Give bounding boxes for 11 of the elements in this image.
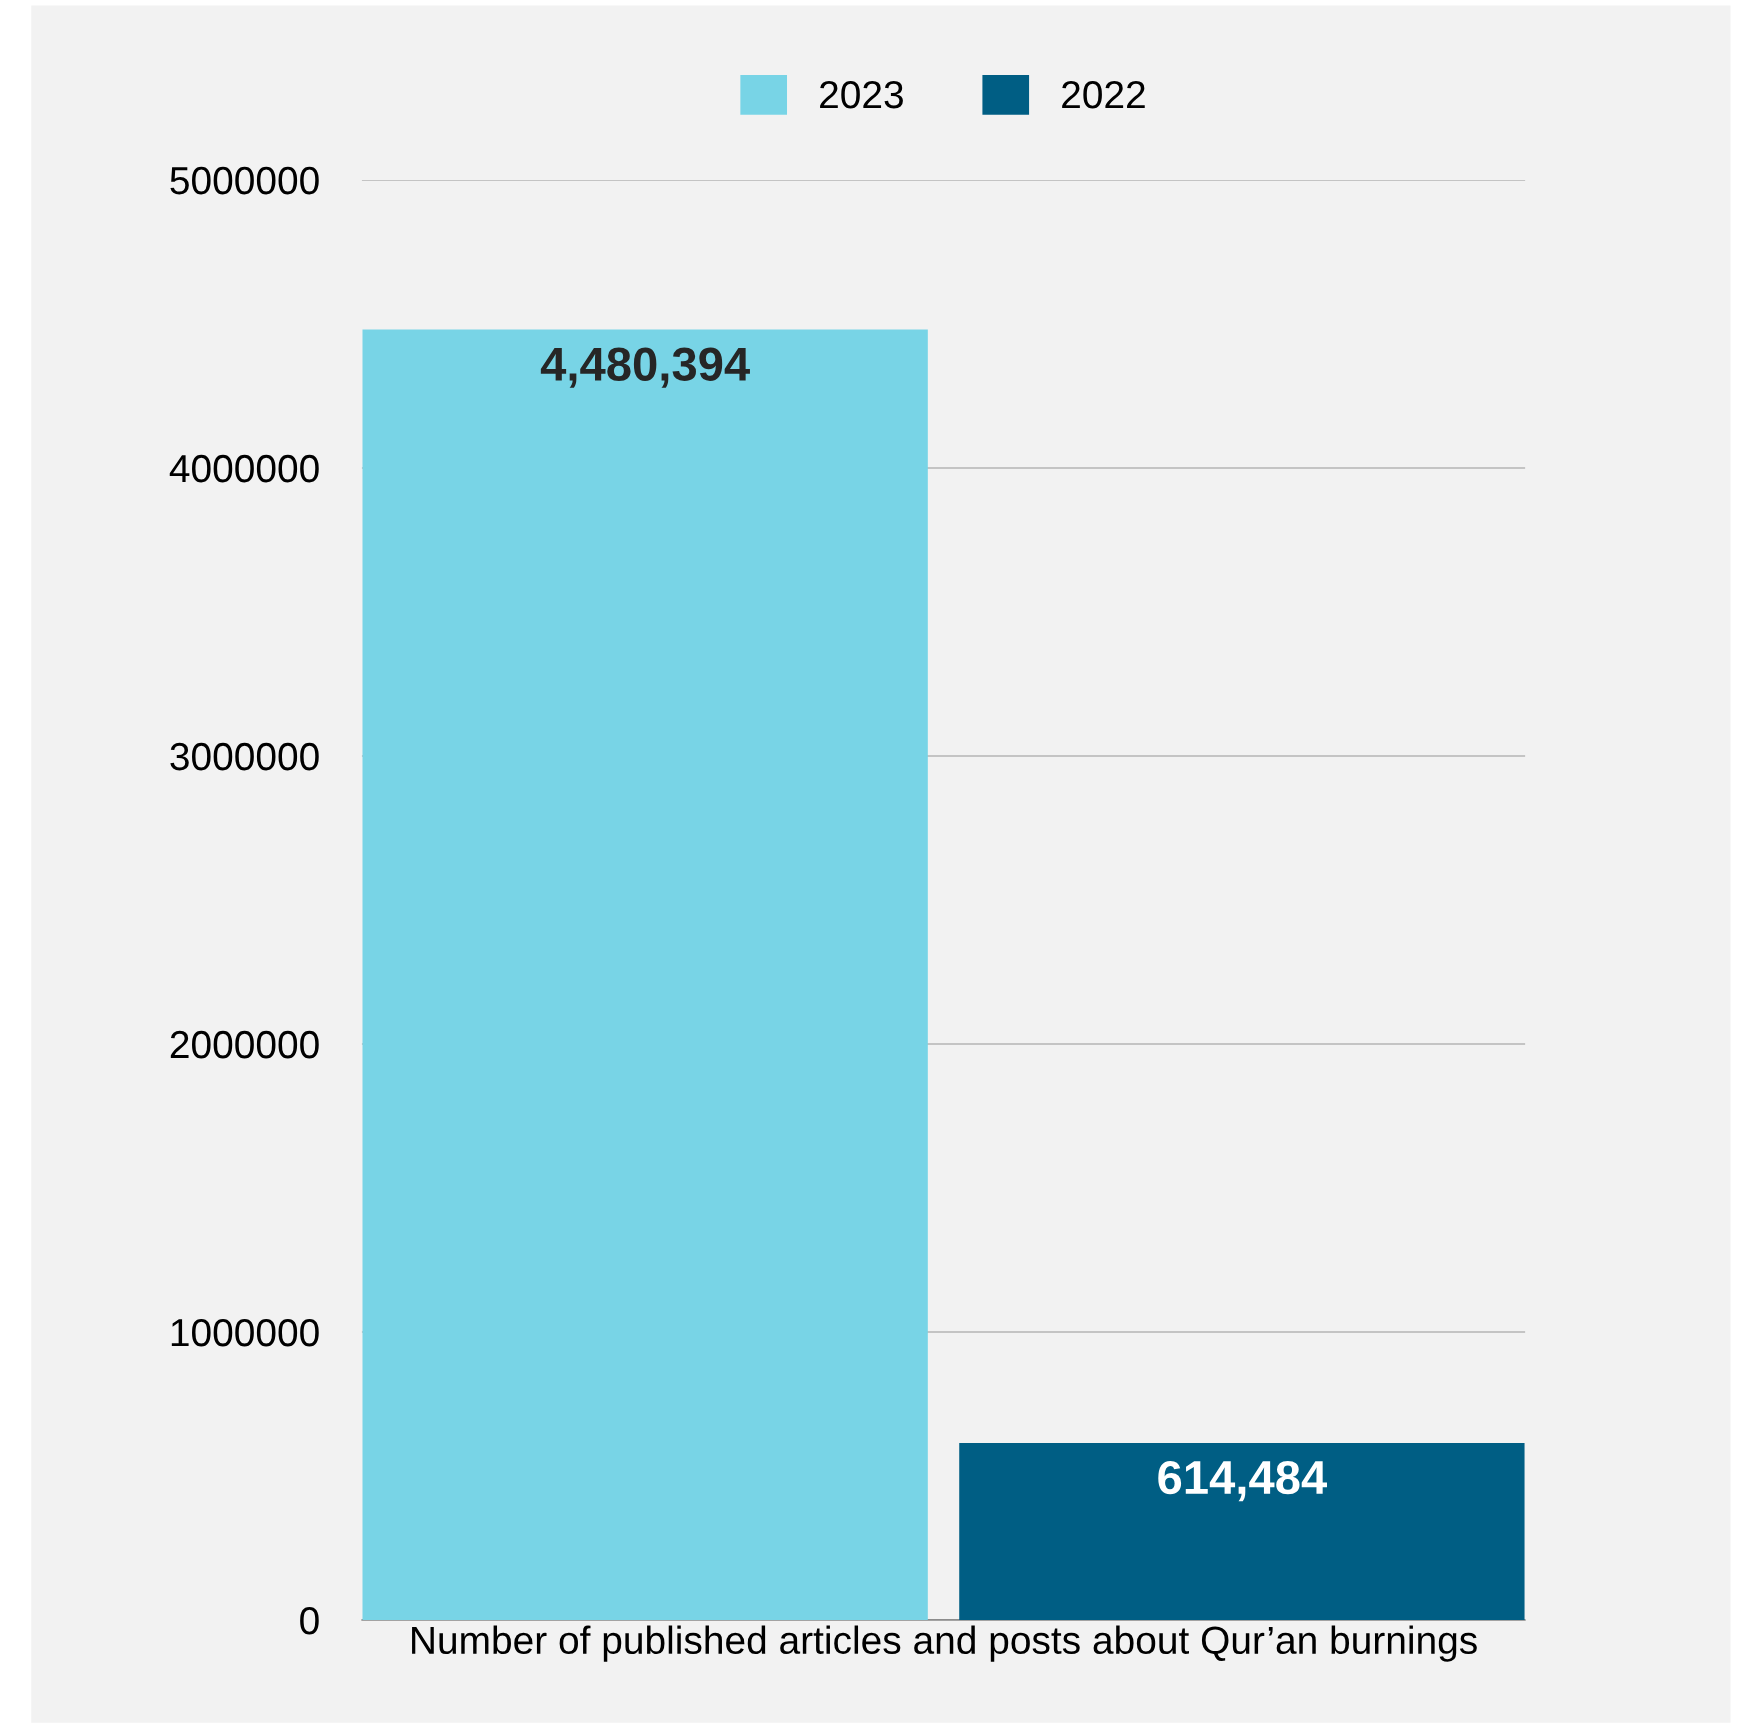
y-tick-label: 2000000	[170, 1030, 319, 1059]
y-tick-label: 1000000	[171, 1318, 319, 1347]
x-tick-label: Number of published articles and posts about Qur’an burnings	[412, 1625, 1477, 1662]
data-label: 4,480,394	[540, 347, 750, 388]
y-tick-label: 0	[300, 1606, 319, 1635]
y-tick-label: 4000000	[169, 454, 319, 483]
legend-label: 2022	[1062, 80, 1145, 109]
y-tick-label: 5000000	[170, 166, 319, 195]
y-tick-label: 3000000	[170, 742, 319, 771]
legend-label: 2023	[820, 80, 903, 109]
data-label: 614,484	[1158, 1460, 1327, 1502]
